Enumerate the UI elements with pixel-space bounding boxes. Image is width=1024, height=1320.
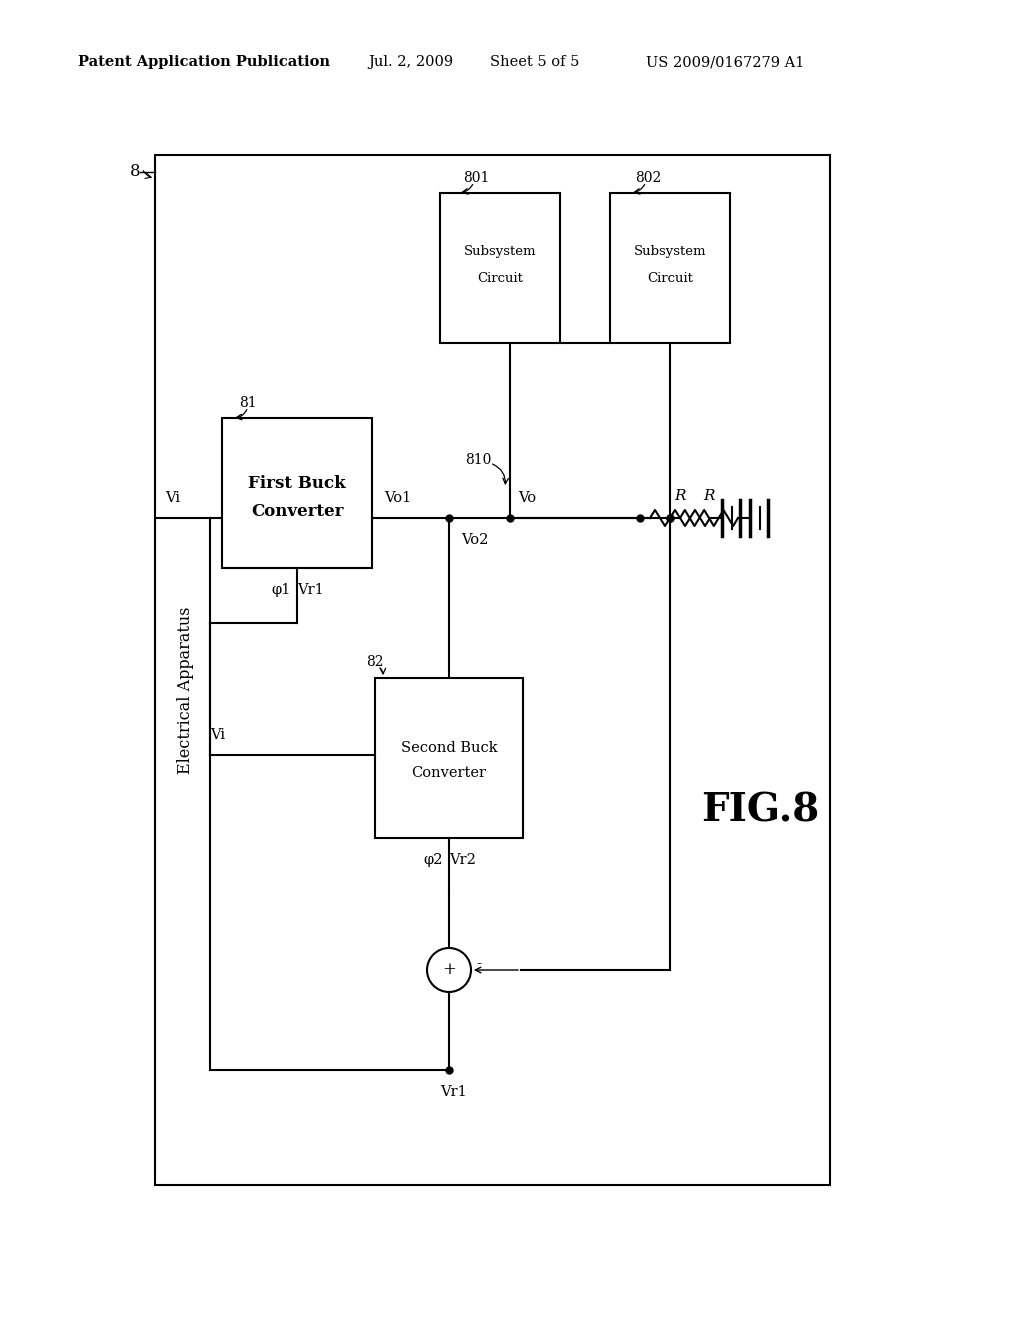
Text: 801: 801 [463, 172, 489, 185]
Text: Sheet 5 of 5: Sheet 5 of 5 [490, 55, 580, 69]
Text: FIG.8: FIG.8 [700, 791, 819, 829]
Text: Vi: Vi [166, 491, 180, 506]
Text: Vo: Vo [518, 491, 537, 506]
Bar [375, 678, 523, 838]
Text: Jul. 2, 2009: Jul. 2, 2009 [368, 55, 454, 69]
Text: Vo2: Vo2 [461, 533, 488, 546]
Text: Converter: Converter [251, 503, 343, 520]
Bar [222, 418, 372, 568]
Text: 810: 810 [465, 453, 492, 467]
Text: Vr1: Vr1 [440, 1085, 467, 1100]
Text: Subsystem: Subsystem [634, 246, 707, 259]
Text: First Buck: First Buck [248, 474, 346, 491]
Text: φ2: φ2 [423, 853, 442, 867]
Text: Circuit: Circuit [647, 272, 693, 285]
Text: 81: 81 [240, 396, 257, 411]
Text: Patent Application Publication: Patent Application Publication [78, 55, 330, 69]
Text: φ1: φ1 [271, 583, 291, 597]
Text: Subsystem: Subsystem [464, 246, 537, 259]
Text: US 2009/0167279 A1: US 2009/0167279 A1 [646, 55, 805, 69]
Text: Electrical Apparatus: Electrical Apparatus [176, 606, 194, 774]
Text: -: - [476, 957, 481, 972]
Text: Second Buck: Second Buck [400, 741, 498, 755]
Text: Converter: Converter [412, 766, 486, 780]
Text: R: R [674, 488, 686, 503]
Text: Vi: Vi [211, 729, 225, 742]
Bar [440, 193, 560, 343]
Text: Vo1: Vo1 [384, 491, 412, 506]
Bar [610, 193, 730, 343]
Text: 8: 8 [130, 164, 140, 181]
Text: Vr2: Vr2 [450, 853, 476, 867]
Text: Vr1: Vr1 [298, 583, 325, 597]
Bar [155, 154, 830, 1185]
Text: Circuit: Circuit [477, 272, 523, 285]
Text: R: R [703, 488, 715, 503]
Text: 802: 802 [635, 172, 662, 185]
Text: 82: 82 [367, 655, 384, 669]
Text: +: + [442, 961, 456, 978]
